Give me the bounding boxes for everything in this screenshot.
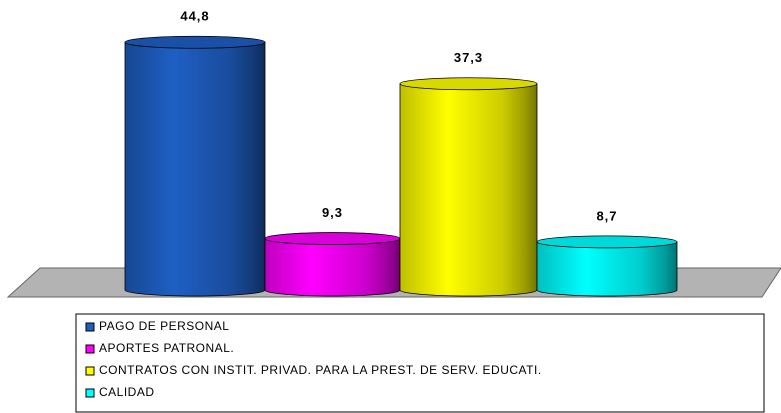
legend-swatch (85, 322, 95, 332)
bar-top (124, 35, 266, 49)
bar (124, 41, 266, 297)
legend-label: CALIDAD (99, 385, 155, 399)
bar (264, 238, 401, 297)
legend-label: CONTRATOS CON INSTIT. PRIVAD. PARA LA PR… (99, 363, 542, 377)
legend-label: APORTES PATRONAL. (99, 341, 234, 355)
legend-swatch (85, 344, 95, 354)
plot: 44,8 9,3 37,3 8,7 (124, 9, 678, 297)
value-label: 9,3 (322, 205, 343, 220)
legend-items: PAGO DE PERSONAL APORTES PATRONAL. CONTRAT… (85, 319, 542, 399)
bar-top (399, 77, 538, 91)
bar (536, 241, 678, 297)
value-label: 8,7 (596, 208, 617, 223)
legend-label: PAGO DE PERSONAL (99, 319, 229, 333)
value-label: 37,3 (454, 50, 483, 65)
bar-top (536, 235, 678, 249)
legend-swatch (85, 366, 95, 376)
legend (75, 313, 765, 413)
value-label: 44,8 (180, 9, 209, 24)
legend-swatch (85, 388, 95, 398)
bar-top (264, 232, 401, 245)
bar (399, 83, 538, 297)
